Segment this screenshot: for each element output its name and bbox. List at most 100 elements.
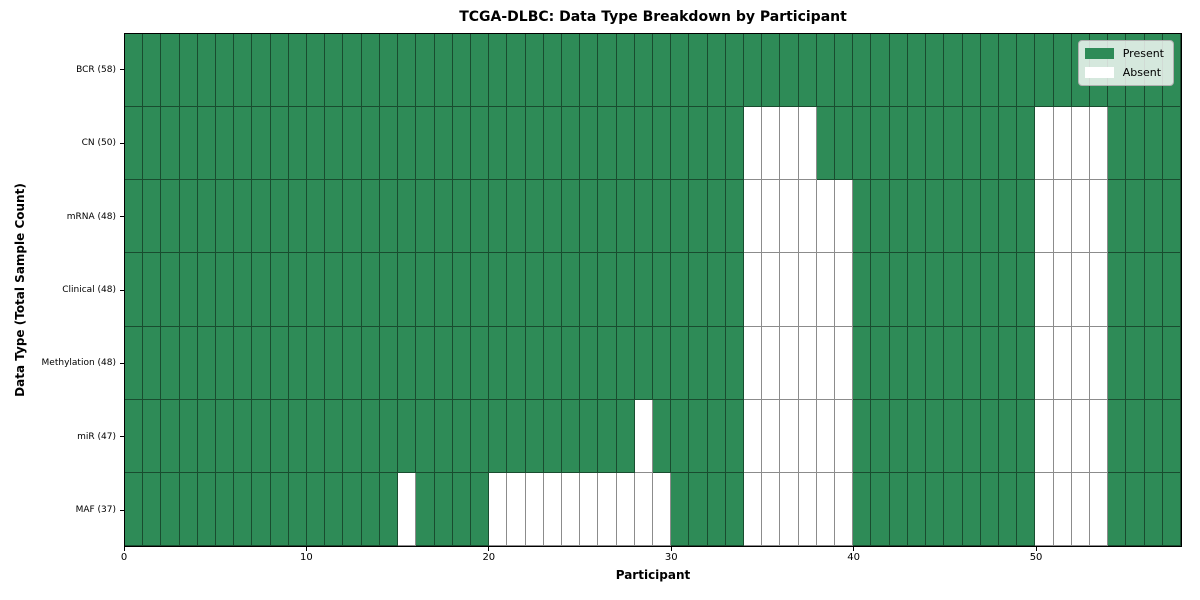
heatmap-cell <box>470 253 490 327</box>
heatmap-cell <box>179 472 198 546</box>
heatmap-cell <box>725 326 745 400</box>
heatmap-cell <box>980 399 999 473</box>
x-tick-mark <box>853 547 855 551</box>
heatmap-cell <box>871 399 890 473</box>
heatmap-cell <box>780 399 799 473</box>
heatmap-cell <box>1162 326 1181 400</box>
heatmap-cell <box>525 472 544 546</box>
heatmap-cell <box>307 472 326 546</box>
heatmap-cell <box>270 107 289 181</box>
heatmap-cell <box>598 399 617 473</box>
heatmap-cell <box>125 107 144 181</box>
heatmap-cell <box>671 34 690 108</box>
heatmap-cell <box>307 326 326 400</box>
heatmap-cell <box>361 180 380 254</box>
heatmap-cell <box>361 399 380 473</box>
heatmap-cell <box>744 472 763 546</box>
x-tick-label: 50 <box>1029 552 1043 563</box>
heatmap-cell <box>197 253 217 327</box>
heatmap-cell <box>871 180 890 254</box>
heatmap-cell <box>798 180 817 254</box>
heatmap-cell <box>143 399 162 473</box>
y-tick-mark <box>120 436 124 438</box>
heatmap-cell <box>944 472 963 546</box>
heatmap-cell <box>325 107 344 181</box>
heatmap-cell <box>325 399 344 473</box>
x-tick-mark <box>488 547 490 551</box>
heatmap-cell <box>780 180 799 254</box>
heatmap-cell <box>744 107 763 181</box>
heatmap-cell <box>816 253 836 327</box>
heatmap-cell <box>689 107 708 181</box>
heatmap-cell <box>962 472 981 546</box>
heatmap-cell <box>707 34 726 108</box>
heatmap-cell <box>853 34 872 108</box>
heatmap-grid <box>125 34 1181 546</box>
heatmap-cell <box>616 107 635 181</box>
heatmap-cell <box>944 399 963 473</box>
heatmap-cell <box>161 34 180 108</box>
heatmap-cell <box>598 472 617 546</box>
heatmap-cell <box>489 399 508 473</box>
heatmap-cell <box>707 326 726 400</box>
heatmap-cell <box>1035 253 1054 327</box>
heatmap-cell <box>507 107 526 181</box>
heatmap-cell <box>744 253 763 327</box>
heatmap-cell <box>216 107 235 181</box>
heatmap-cell <box>416 399 435 473</box>
heatmap-cell <box>889 180 908 254</box>
heatmap-cell <box>744 399 763 473</box>
heatmap-cell <box>543 326 562 400</box>
heatmap-cell <box>161 326 180 400</box>
heatmap-cell <box>1017 107 1036 181</box>
heatmap-cell <box>216 34 235 108</box>
heatmap-cell <box>835 399 854 473</box>
heatmap-cell <box>1144 107 1163 181</box>
heatmap-cell <box>307 399 326 473</box>
heatmap-cell <box>798 326 817 400</box>
heatmap-cell <box>252 326 271 400</box>
heatmap-cell <box>197 472 217 546</box>
heatmap-cell <box>980 326 999 400</box>
heatmap-cell <box>580 107 599 181</box>
heatmap-cell <box>944 107 963 181</box>
heatmap-cell <box>416 180 435 254</box>
heatmap-cell <box>871 34 890 108</box>
heatmap-cell <box>962 326 981 400</box>
x-tick-label: 10 <box>300 552 313 563</box>
x-tick-mark <box>670 547 672 551</box>
heatmap-cell <box>1053 107 1072 181</box>
heatmap-cell <box>216 399 235 473</box>
y-tick-mark <box>120 362 124 364</box>
heatmap-cell <box>470 180 490 254</box>
heatmap-cell <box>143 326 162 400</box>
heatmap-cell <box>944 34 963 108</box>
heatmap-cell <box>1144 399 1163 473</box>
heatmap-cell <box>707 399 726 473</box>
heatmap-cell <box>252 472 271 546</box>
legend-item: Absent <box>1084 65 1164 80</box>
heatmap-cell <box>762 107 781 181</box>
heatmap-cell <box>216 326 235 400</box>
heatmap-cell <box>470 326 490 400</box>
heatmap-cell <box>907 399 927 473</box>
heatmap-cell <box>616 472 635 546</box>
heatmap-cell <box>652 326 672 400</box>
heatmap-cell <box>671 399 690 473</box>
heatmap-cell <box>1108 326 1127 400</box>
heatmap-cell <box>252 107 271 181</box>
heatmap-cell <box>343 472 362 546</box>
x-tick-label: 0 <box>120 552 128 563</box>
heatmap-cell <box>361 107 380 181</box>
heatmap-cell <box>816 472 836 546</box>
heatmap-cell <box>252 180 271 254</box>
heatmap-cell <box>816 180 836 254</box>
heatmap-cell <box>270 326 289 400</box>
heatmap-cell <box>143 107 162 181</box>
heatmap-cell <box>343 253 362 327</box>
heatmap-cell <box>926 253 945 327</box>
heatmap-cell <box>926 326 945 400</box>
heatmap-cell <box>962 107 981 181</box>
heatmap-cell <box>980 107 999 181</box>
heatmap-cell <box>161 472 180 546</box>
